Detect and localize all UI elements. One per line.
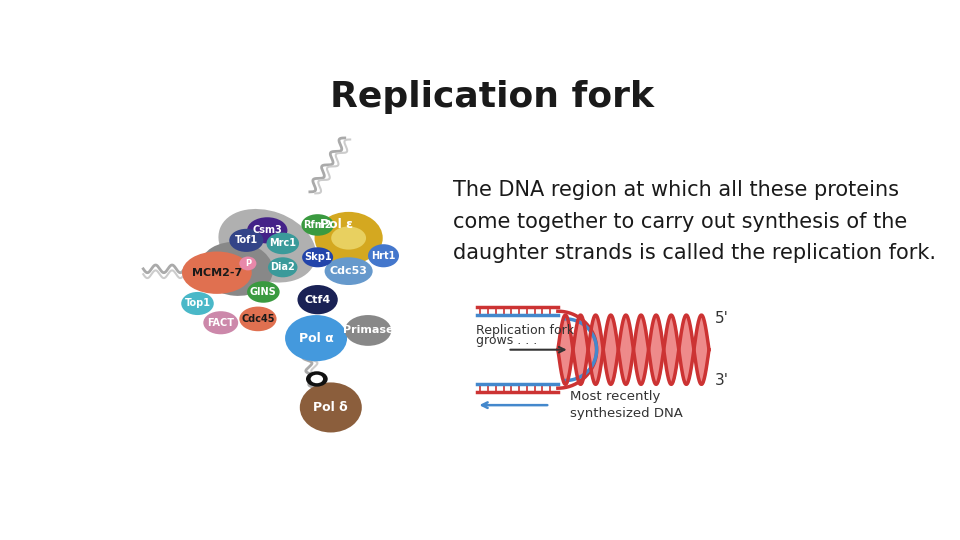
Ellipse shape bbox=[247, 217, 287, 244]
Text: FACT: FACT bbox=[207, 318, 234, 328]
Text: 5': 5' bbox=[715, 312, 729, 326]
Text: Rfm2: Rfm2 bbox=[303, 220, 332, 230]
Ellipse shape bbox=[267, 233, 299, 254]
Ellipse shape bbox=[368, 244, 399, 267]
Ellipse shape bbox=[300, 382, 362, 433]
Ellipse shape bbox=[315, 212, 383, 264]
Text: Most recently
synthesized DNA: Most recently synthesized DNA bbox=[569, 390, 683, 420]
Text: Mrc1: Mrc1 bbox=[269, 239, 297, 248]
Ellipse shape bbox=[268, 257, 298, 278]
Text: Cdc53: Cdc53 bbox=[329, 266, 368, 276]
Ellipse shape bbox=[247, 281, 279, 303]
Ellipse shape bbox=[182, 252, 252, 294]
Text: Top1: Top1 bbox=[184, 299, 210, 308]
Text: Ctf4: Ctf4 bbox=[304, 295, 331, 305]
Text: Pol α: Pol α bbox=[299, 332, 333, 345]
Text: Tof1: Tof1 bbox=[235, 235, 258, 245]
Text: The DNA region at which all these proteins
come together to carry out synthesis : The DNA region at which all these protei… bbox=[453, 180, 936, 262]
Text: Pol ε: Pol ε bbox=[321, 219, 353, 232]
Text: Hrt1: Hrt1 bbox=[372, 251, 396, 261]
Ellipse shape bbox=[239, 256, 256, 271]
Text: Cdc45: Cdc45 bbox=[241, 314, 275, 324]
Ellipse shape bbox=[239, 307, 276, 331]
Text: Csm3: Csm3 bbox=[252, 225, 282, 235]
Ellipse shape bbox=[331, 226, 366, 249]
Text: grows . . .: grows . . . bbox=[476, 334, 538, 347]
Text: Pol δ: Pol δ bbox=[314, 401, 348, 414]
Text: Dia2: Dia2 bbox=[271, 262, 295, 272]
Text: GINS: GINS bbox=[250, 287, 276, 297]
Ellipse shape bbox=[324, 257, 372, 285]
Text: P: P bbox=[245, 259, 251, 268]
Text: 3': 3' bbox=[715, 373, 730, 388]
Ellipse shape bbox=[302, 247, 333, 267]
Text: Replication fork: Replication fork bbox=[330, 80, 654, 114]
Ellipse shape bbox=[301, 214, 334, 236]
Ellipse shape bbox=[311, 375, 324, 383]
Ellipse shape bbox=[285, 315, 348, 361]
Text: Skp1: Skp1 bbox=[303, 252, 331, 262]
Ellipse shape bbox=[204, 311, 238, 334]
Ellipse shape bbox=[345, 315, 392, 346]
Ellipse shape bbox=[219, 209, 316, 282]
Text: Primase: Primase bbox=[343, 326, 394, 335]
Ellipse shape bbox=[229, 229, 263, 252]
Ellipse shape bbox=[200, 242, 273, 296]
Ellipse shape bbox=[181, 292, 214, 315]
Ellipse shape bbox=[298, 285, 338, 314]
Ellipse shape bbox=[306, 372, 327, 387]
Text: MCM2-7: MCM2-7 bbox=[192, 268, 242, 278]
Text: Replication fork: Replication fork bbox=[476, 325, 574, 338]
